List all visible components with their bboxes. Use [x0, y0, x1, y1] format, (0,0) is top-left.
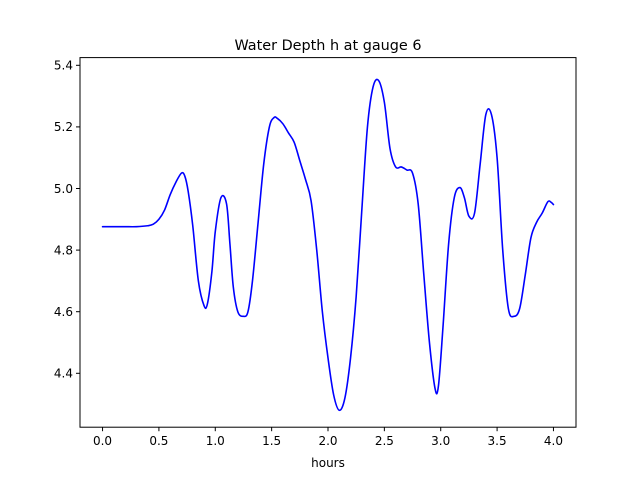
y-tick-label: 5.4 — [54, 59, 73, 73]
x-tick-label: 1.5 — [262, 434, 281, 448]
plot-area — [101, 78, 555, 412]
y-tick-label: 5.2 — [54, 120, 73, 134]
x-tick-label: 3.5 — [488, 434, 507, 448]
y-axis-ticks: 4.4 4.6 4.8 5.0 5.2 5.4 — [54, 59, 80, 381]
x-tick-label: 2.5 — [375, 434, 394, 448]
x-axis-ticks: 0.0 0.5 1.0 1.5 2.0 2.5 3.0 3.5 4.0 — [93, 427, 563, 448]
x-tick-label: 4.0 — [544, 434, 563, 448]
chart-title: Water Depth h at gauge 6 — [234, 38, 421, 54]
x-tick-label: 3.0 — [431, 434, 450, 448]
y-tick-label: 4.8 — [54, 243, 73, 257]
x-tick-label: 0.5 — [149, 434, 168, 448]
y-tick-label: 5.0 — [54, 182, 73, 196]
y-tick-label: 4.4 — [54, 367, 73, 381]
x-axis-label: hours — [311, 456, 345, 470]
x-tick-label: 1.0 — [206, 434, 225, 448]
series-line-0 — [101, 78, 555, 412]
y-tick-label: 4.6 — [54, 305, 73, 319]
axes-frame — [79, 57, 577, 428]
x-tick-label: 2.0 — [318, 434, 337, 448]
x-tick-label: 0.0 — [93, 434, 112, 448]
